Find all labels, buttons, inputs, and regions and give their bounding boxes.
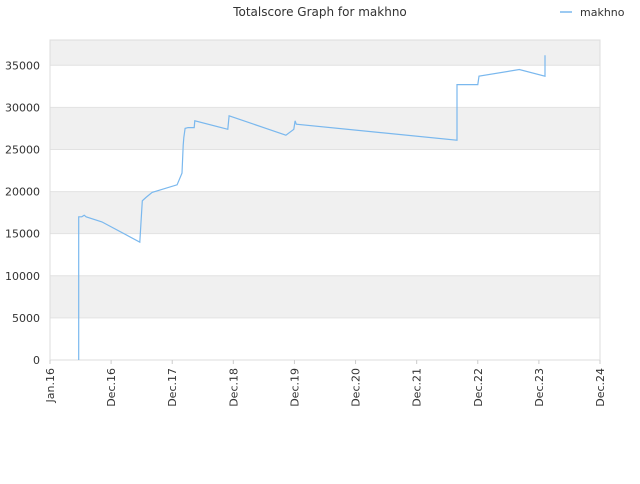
- x-tick-label: Dec.23: [533, 368, 546, 407]
- line-series: [78, 55, 546, 360]
- y-tick-label: 15000: [5, 228, 40, 241]
- y-tick-label: 10000: [5, 270, 40, 283]
- y-tick-label: 30000: [5, 101, 40, 114]
- y-tick-label: 25000: [5, 143, 40, 156]
- x-tick-label: Dec.22: [472, 368, 485, 407]
- x-tick-label: Dec.21: [411, 368, 424, 407]
- x-tick-label: Dec.18: [227, 368, 240, 407]
- legend-label: makhno: [580, 6, 625, 19]
- grid-band: [50, 275, 600, 318]
- grid-band: [50, 40, 600, 66]
- grid-band: [50, 191, 600, 234]
- x-tick-label: Dec.16: [105, 368, 118, 407]
- x-tick-label: Dec.20: [350, 368, 363, 407]
- chart-title: Totalscore Graph for makhno: [232, 5, 407, 19]
- y-tick-label: 20000: [5, 186, 40, 199]
- grid-band: [50, 107, 600, 150]
- x-tick-label: Dec.17: [166, 368, 179, 407]
- x-tick-label: Jan.16: [44, 368, 57, 403]
- grid-band: [50, 65, 600, 108]
- plot-frame: [49, 39, 601, 361]
- x-tick-label: Dec.19: [288, 368, 301, 407]
- grid-band: [50, 317, 600, 360]
- y-tick-label: 35000: [5, 59, 40, 72]
- x-tick-label: Dec.24: [594, 368, 607, 407]
- y-tick-label: 0: [33, 354, 40, 367]
- grid-band: [50, 149, 600, 192]
- grid-band: [50, 233, 600, 276]
- y-tick-label: 5000: [12, 312, 40, 325]
